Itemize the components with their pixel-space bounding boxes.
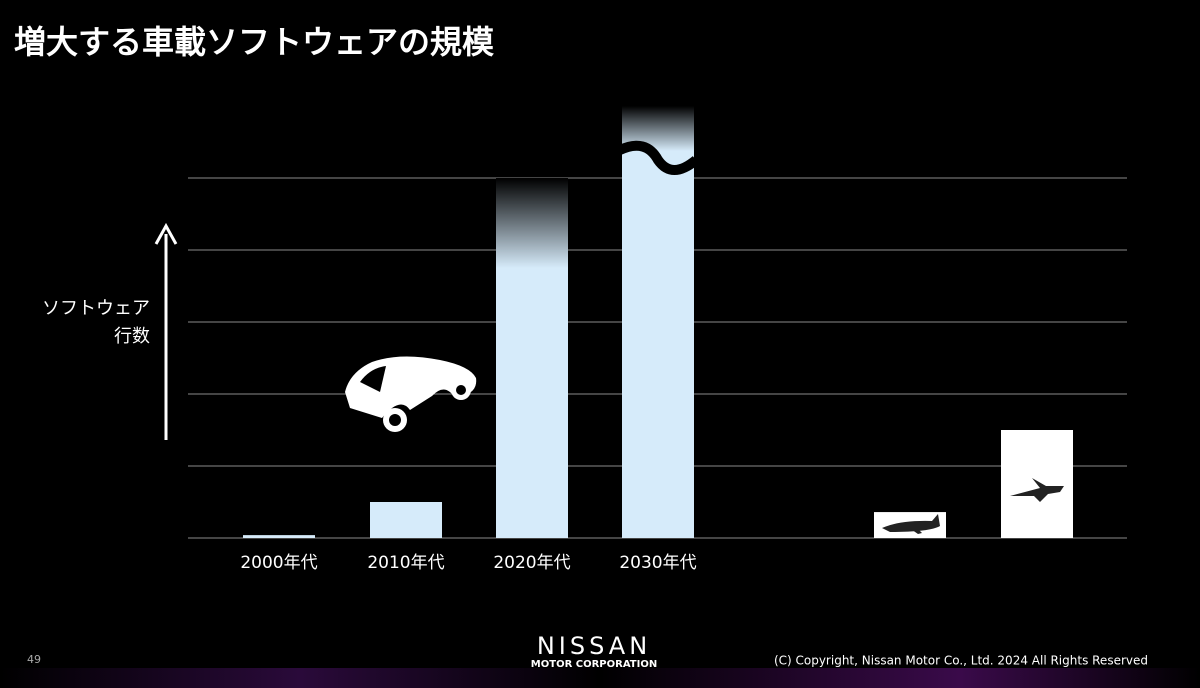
x-tick-label: 2030年代 (619, 553, 696, 573)
y-axis-label: 行数 (114, 326, 150, 347)
axis-break (617, 140, 700, 175)
brand: NISSAN (537, 632, 651, 660)
brand-sub: MOTOR CORPORATION (531, 659, 657, 670)
bar-fade (496, 178, 568, 268)
plot: 2000年代 2010年代 2020年代 2030年代 (188, 106, 1127, 573)
fighter-icon (1010, 478, 1064, 502)
bar (370, 502, 442, 538)
arrow-head (154, 222, 178, 245)
y-axis-label: ソフトウェア (42, 298, 150, 319)
bar (622, 106, 694, 538)
x-tick-label: 2020年代 (493, 553, 570, 573)
car-icon (345, 356, 477, 432)
x-tick-label: 2000年代 (240, 553, 317, 573)
airliner-icon (882, 514, 940, 534)
page-number: 49 (27, 653, 41, 666)
bar (243, 535, 315, 538)
chart-title: 増大する車載ソフトウェアの規模 (14, 23, 494, 61)
bottom-glow (0, 668, 1200, 688)
x-tick-label: 2010年代 (367, 553, 444, 573)
copyright: (C) Copyright, Nissan Motor Co., Ltd. 20… (774, 654, 1148, 668)
